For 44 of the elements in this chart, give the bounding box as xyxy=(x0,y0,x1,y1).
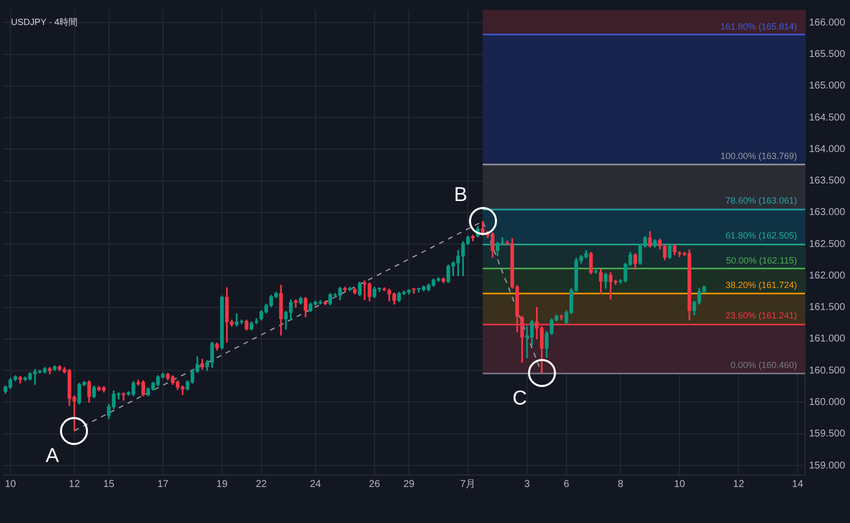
ref-line-label: 161.80% (165.814) xyxy=(720,21,797,32)
annotation: C xyxy=(512,388,527,410)
x-tick-label: 12 xyxy=(68,478,80,490)
y-tick-label: 159.500 xyxy=(809,428,846,440)
x-tick-label: 12 xyxy=(733,478,745,490)
x-tick-label: 6 xyxy=(564,478,570,490)
y-tick-label: 162.500 xyxy=(809,238,846,250)
text: USDJPY · 4時間 xyxy=(11,16,78,27)
x-tick-label: 24 xyxy=(310,478,322,490)
x-tick-label: 15 xyxy=(103,478,115,490)
annotation: B xyxy=(454,184,468,206)
y-tick-label: 165.000 xyxy=(809,80,846,92)
x-tick-label: 26 xyxy=(368,478,380,490)
x-tick-label: 17 xyxy=(157,478,169,490)
candlestick xyxy=(122,392,126,401)
x-tick-label: 3 xyxy=(524,478,530,490)
ref-line-label: 61.80% (162.505) xyxy=(725,230,797,241)
x-tick-label: 10 xyxy=(4,478,16,490)
y-tick-label: 164.500 xyxy=(809,112,846,124)
y-tick-label: 159.000 xyxy=(809,460,846,472)
y-tick-label: 166.000 xyxy=(809,17,846,28)
y-tick-label: 164.000 xyxy=(809,144,846,155)
y-tick-label: 161.500 xyxy=(809,302,846,314)
ref-line-label: 78.60% (163.061) xyxy=(725,196,797,206)
x-tick-label: 8 xyxy=(618,478,624,490)
y-tick-label: 163.000 xyxy=(809,207,846,218)
y-tick-label: 165.500 xyxy=(809,49,846,60)
y-tick-label: 163.500 xyxy=(809,176,846,187)
ref-line-label: 0.00% (160.460) xyxy=(730,360,797,370)
x-tick-label: 14 xyxy=(792,478,804,490)
ref-line-label: 100.00% (163.769) xyxy=(720,150,797,161)
x-tick-label: 7月 xyxy=(460,478,476,490)
y-tick-label: 160.000 xyxy=(809,396,846,408)
y-tick-label: 161.000 xyxy=(809,334,846,345)
x-tick-label: 29 xyxy=(403,478,415,490)
ref-line-label: 50.00% (162.115) xyxy=(726,255,797,266)
annotation: A xyxy=(46,445,60,468)
y-tick-label: 160.500 xyxy=(809,365,846,376)
y-tick-label: 162.000 xyxy=(809,270,846,282)
x-tick-label: 19 xyxy=(216,478,228,490)
x-tick-label: 22 xyxy=(256,478,268,490)
ref-line-label: 23.60% (161.241) xyxy=(725,310,797,321)
x-tick-label: 10 xyxy=(674,478,686,490)
ref-line-label: 38.20% (161.724) xyxy=(725,280,797,290)
